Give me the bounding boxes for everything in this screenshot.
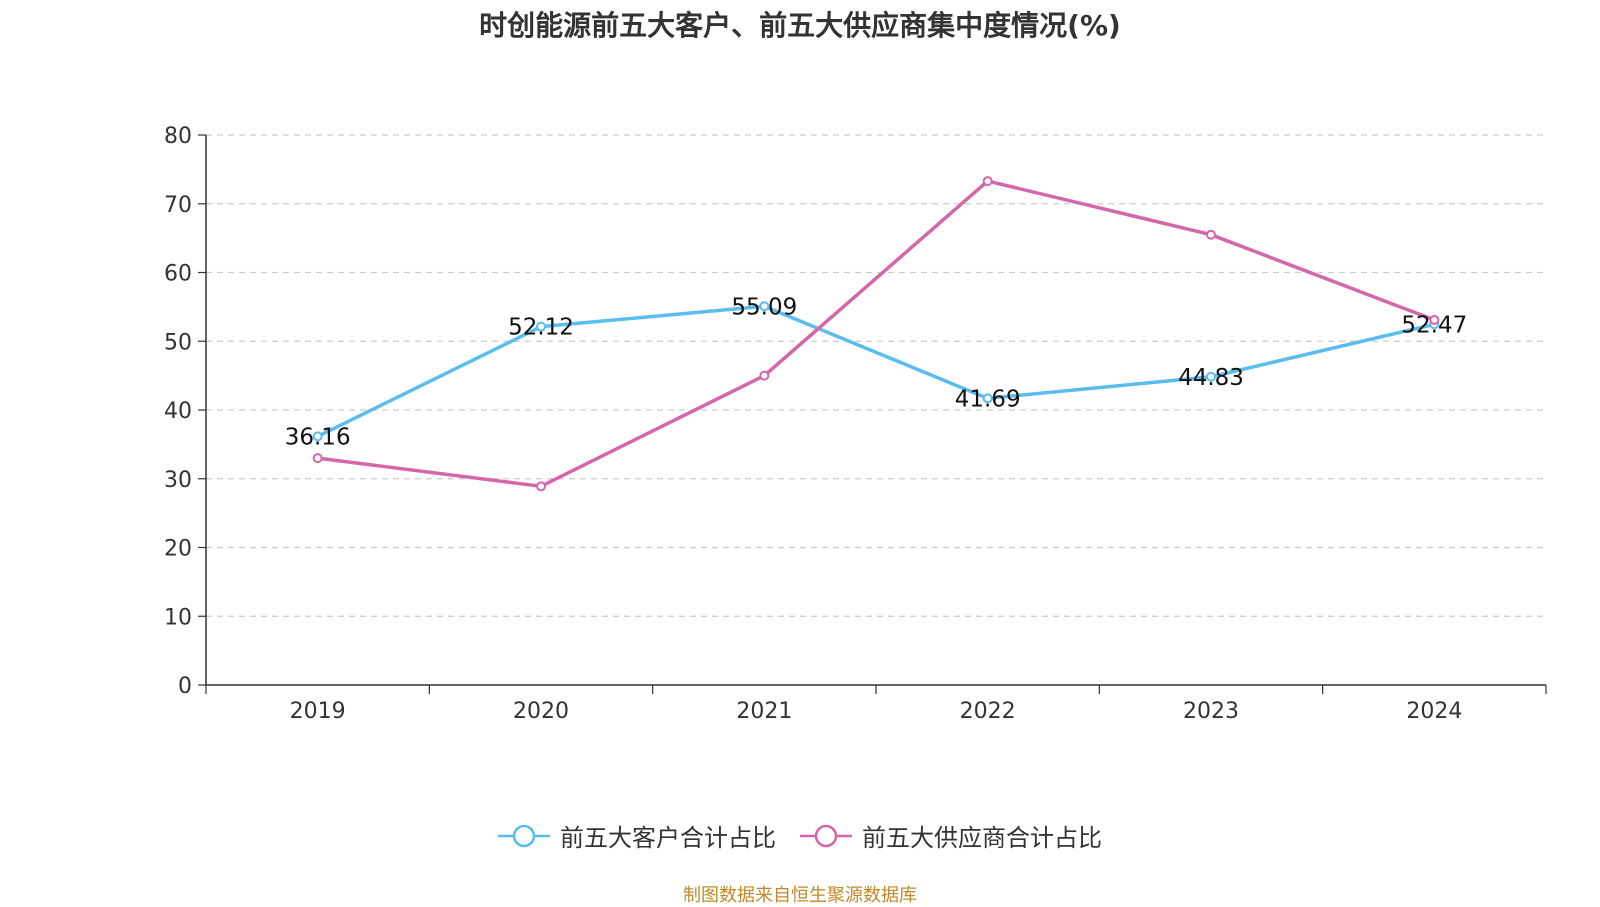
series-line-1 [317, 179, 1435, 489]
data-point-0 [1206, 371, 1216, 382]
y-tick-label: 40 [164, 399, 192, 424]
y-tick-label: 0 [178, 674, 192, 699]
data-point-0 [759, 301, 770, 312]
x-tick-label: 2021 [736, 699, 792, 724]
data-point-1 [1206, 229, 1216, 240]
legend-item-suppliers[interactable]: 前五大供应商合计占比 [800, 818, 1102, 853]
legend-label-suppliers: 前五大供应商合计占比 [862, 824, 1102, 852]
data-point-0 [312, 431, 323, 442]
data-point-1 [1429, 314, 1440, 325]
data-label: 44.83 [1178, 365, 1244, 391]
y-tick-label: 60 [164, 262, 192, 287]
data-label: 41.69 [955, 386, 1021, 412]
y-tick-label: 10 [164, 605, 192, 630]
data-point-1 [759, 370, 770, 381]
x-tick-label: 2020 [513, 699, 569, 724]
data-point-0 [982, 393, 993, 404]
data-point-1 [536, 481, 546, 492]
data-point-1 [982, 176, 993, 187]
data-label: 52.47 [1401, 312, 1467, 338]
y-tick-label: 50 [164, 330, 192, 355]
legend-swatch-customers [498, 824, 550, 847]
x-tick-label: 2019 [290, 699, 346, 724]
x-tick-label: 2023 [1183, 699, 1239, 724]
x-tick-label: 2022 [960, 699, 1016, 724]
x-tick-label: 2024 [1406, 699, 1462, 724]
legend: 前五大客户合计占比 前五大供应商合计占比 [0, 818, 1600, 853]
y-tick-label: 20 [164, 537, 192, 562]
data-point-0 [536, 321, 546, 332]
y-tick-label: 70 [164, 193, 192, 218]
legend-swatch-suppliers [800, 824, 852, 847]
legend-label-customers: 前五大客户合计占比 [560, 824, 776, 852]
chart-title: 时创能源前五大客户、前五大供应商集中度情况(%) [479, 9, 1121, 42]
y-tick-label: 30 [164, 468, 192, 493]
y-tick-label: 80 [164, 124, 192, 149]
legend-item-customers[interactable]: 前五大客户合计占比 [498, 818, 776, 853]
data-label: 36.16 [285, 424, 351, 450]
data-label: 55.09 [731, 294, 797, 320]
source-note: 制图数据来自恒生聚源数据库 [683, 885, 917, 906]
series-line-0 [316, 304, 1435, 438]
data-label: 52.12 [508, 315, 574, 341]
data-point-1 [312, 453, 323, 464]
